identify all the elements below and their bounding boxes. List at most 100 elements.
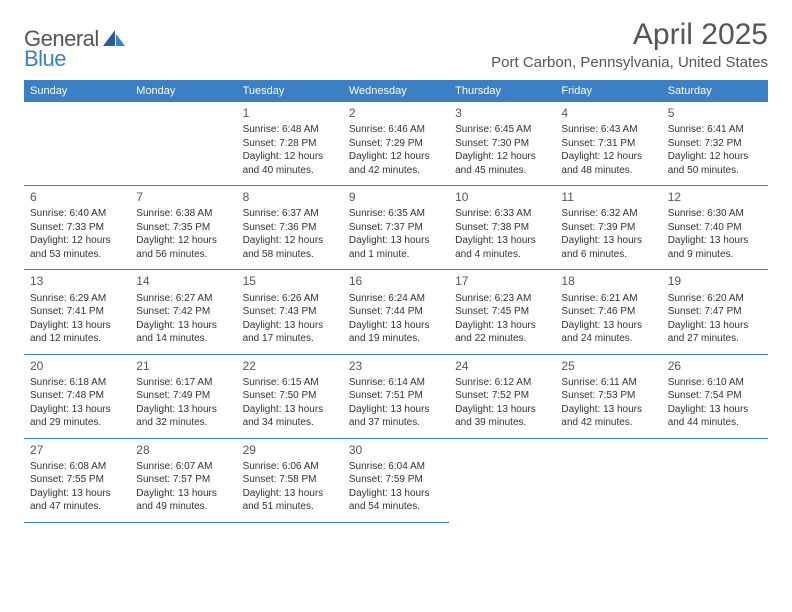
day-number: 3 — [455, 105, 549, 121]
day-number: 12 — [668, 189, 762, 205]
daylight-text: Daylight: 13 hours and 9 minutes. — [668, 234, 762, 261]
day-cell-empty — [555, 438, 661, 522]
day-number: 16 — [349, 273, 443, 289]
sunrise-text: Sunrise: 6:33 AM — [455, 207, 549, 221]
day-header: Thursday — [449, 80, 555, 102]
day-number: 22 — [243, 358, 337, 374]
daylight-text: Daylight: 12 hours and 56 minutes. — [136, 234, 230, 261]
sunset-text: Sunset: 7:39 PM — [561, 221, 655, 235]
daylight-text: Daylight: 12 hours and 48 minutes. — [561, 150, 655, 177]
day-cell: 26Sunrise: 6:10 AMSunset: 7:54 PMDayligh… — [662, 354, 768, 438]
day-number: 21 — [136, 358, 230, 374]
logo-text: General Blue — [24, 26, 99, 72]
sunrise-text: Sunrise: 6:35 AM — [349, 207, 443, 221]
sunrise-text: Sunrise: 6:32 AM — [561, 207, 655, 221]
sunset-text: Sunset: 7:58 PM — [243, 473, 337, 487]
sunrise-text: Sunrise: 6:15 AM — [243, 376, 337, 390]
day-cell: 3Sunrise: 6:45 AMSunset: 7:30 PMDaylight… — [449, 102, 555, 186]
location: Port Carbon, Pennsylvania, United States — [491, 54, 768, 71]
day-number: 10 — [455, 189, 549, 205]
day-number: 5 — [668, 105, 762, 121]
day-cell: 10 Sunrise: 6:33 AMSunset: 7:38 PMDayligh… — [449, 186, 555, 270]
sunset-text: Sunset: 7:48 PM — [30, 389, 124, 403]
day-cell: 11Sunrise: 6:32 AMSunset: 7:39 PMDayligh… — [555, 186, 661, 270]
calendar-week: 13Sunrise: 6:29 AMSunset: 7:41 PMDayligh… — [24, 270, 768, 354]
sunset-text: Sunset: 7:42 PM — [136, 305, 230, 319]
day-cell: 22Sunrise: 6:15 AMSunset: 7:50 PMDayligh… — [237, 354, 343, 438]
sunrise-text: Sunrise: 6:04 AM — [349, 460, 443, 474]
sunrise-text: Sunrise: 6:10 AM — [668, 376, 762, 390]
calendar-week: 6Sunrise: 6:40 AMSunset: 7:33 PMDaylight… — [24, 186, 768, 270]
day-header: Friday — [555, 80, 661, 102]
sunset-text: Sunset: 7:36 PM — [243, 221, 337, 235]
daylight-text: Daylight: 13 hours and 27 minutes. — [668, 319, 762, 346]
logo: General Blue — [24, 18, 127, 72]
day-cell-empty — [449, 438, 555, 522]
sunrise-text: Sunrise: 6:38 AM — [136, 207, 230, 221]
sunset-text: Sunset: 7:50 PM — [243, 389, 337, 403]
sunrise-text: Sunrise: 6:40 AM — [30, 207, 124, 221]
calendar-week: 20Sunrise: 6:18 AMSunset: 7:48 PMDayligh… — [24, 354, 768, 438]
day-number: 19 — [668, 273, 762, 289]
sunset-text: Sunset: 7:30 PM — [455, 137, 549, 151]
day-cell: 2Sunrise: 6:46 AMSunset: 7:29 PMDaylight… — [343, 102, 449, 186]
sunset-text: Sunset: 7:28 PM — [243, 137, 337, 151]
title-block: April 2025 Port Carbon, Pennsylvania, Un… — [491, 18, 768, 71]
daylight-text: Daylight: 13 hours and 51 minutes. — [243, 487, 337, 514]
day-cell: 29 Sunrise: 6:06 AMSunset: 7:58 PMDayligh… — [237, 438, 343, 522]
daylight-text: Daylight: 12 hours and 50 minutes. — [668, 150, 762, 177]
day-cell: 12Sunrise: 6:30 AMSunset: 7:40 PMDayligh… — [662, 186, 768, 270]
sunrise-text: Sunrise: 6:12 AM — [455, 376, 549, 390]
sunset-text: Sunset: 7:49 PM — [136, 389, 230, 403]
day-cell: 23Sunrise: 6:14 AMSunset: 7:51 PMDayligh… — [343, 354, 449, 438]
sunrise-text: Sunrise: 6:08 AM — [30, 460, 124, 474]
day-cell: 27Sunrise: 6:08 AMSunset: 7:55 PMDayligh… — [24, 438, 130, 522]
sunrise-text: Sunrise: 6:06 AM — [243, 460, 337, 474]
daylight-text: Daylight: 13 hours and 4 minutes. — [455, 234, 549, 261]
day-number: 2 — [349, 105, 443, 121]
day-cell: 1Sunrise: 6:48 AMSunset: 7:28 PMDaylight… — [237, 102, 343, 186]
day-number: 27 — [30, 442, 124, 458]
sunset-text: Sunset: 7:54 PM — [668, 389, 762, 403]
sunset-text: Sunset: 7:38 PM — [455, 221, 549, 235]
sunrise-text: Sunrise: 6:37 AM — [243, 207, 337, 221]
daylight-text: Daylight: 13 hours and 37 minutes. — [349, 403, 443, 430]
sunset-text: Sunset: 7:29 PM — [349, 137, 443, 151]
day-number: 13 — [30, 273, 124, 289]
sunrise-text: Sunrise: 6:41 AM — [668, 123, 762, 137]
day-number: 11 — [561, 189, 655, 205]
calendar-table: SundayMondayTuesdayWednesdayThursdayFrid… — [24, 80, 768, 523]
day-cell: 16Sunrise: 6:24 AMSunset: 7:44 PMDayligh… — [343, 270, 449, 354]
day-number: 30 — [349, 442, 443, 458]
month-title: April 2025 — [491, 18, 768, 52]
sunrise-text: Sunrise: 6:11 AM — [561, 376, 655, 390]
sunset-text: Sunset: 7:53 PM — [561, 389, 655, 403]
day-header: Saturday — [662, 80, 768, 102]
sunrise-text: Sunrise: 6:14 AM — [349, 376, 443, 390]
header: General Blue April 2025 Port Carbon, Pen… — [24, 18, 768, 72]
day-cell: 9Sunrise: 6:35 AMSunset: 7:37 PMDaylight… — [343, 186, 449, 270]
day-cell: 21Sunrise: 6:17 AMSunset: 7:49 PMDayligh… — [130, 354, 236, 438]
day-number: 28 — [136, 442, 230, 458]
day-number: 17 — [455, 273, 549, 289]
day-cell-empty — [130, 102, 236, 186]
day-cell: 7Sunrise: 6:38 AMSunset: 7:35 PMDaylight… — [130, 186, 236, 270]
day-cell: 30Sunrise: 6:04 AMSunset: 7:59 PMDayligh… — [343, 438, 449, 522]
sunset-text: Sunset: 7:51 PM — [349, 389, 443, 403]
sunrise-text: Sunrise: 6:46 AM — [349, 123, 443, 137]
sunrise-text: Sunrise: 6:43 AM — [561, 123, 655, 137]
day-number: 4 — [561, 105, 655, 121]
sunrise-text: Sunrise: 6:23 AM — [455, 292, 549, 306]
sunrise-text: Sunrise: 6:20 AM — [668, 292, 762, 306]
daylight-text: Daylight: 13 hours and 1 minute. — [349, 234, 443, 261]
sunset-text: Sunset: 7:37 PM — [349, 221, 443, 235]
day-header: Monday — [130, 80, 236, 102]
day-cell-empty — [24, 102, 130, 186]
daylight-text: Daylight: 13 hours and 54 minutes. — [349, 487, 443, 514]
daylight-text: Daylight: 12 hours and 40 minutes. — [243, 150, 337, 177]
daylight-text: Daylight: 13 hours and 32 minutes. — [136, 403, 230, 430]
sunrise-text: Sunrise: 6:30 AM — [668, 207, 762, 221]
day-number: 29 — [243, 442, 337, 458]
sunrise-text: Sunrise: 6:24 AM — [349, 292, 443, 306]
daylight-text: Daylight: 13 hours and 24 minutes. — [561, 319, 655, 346]
